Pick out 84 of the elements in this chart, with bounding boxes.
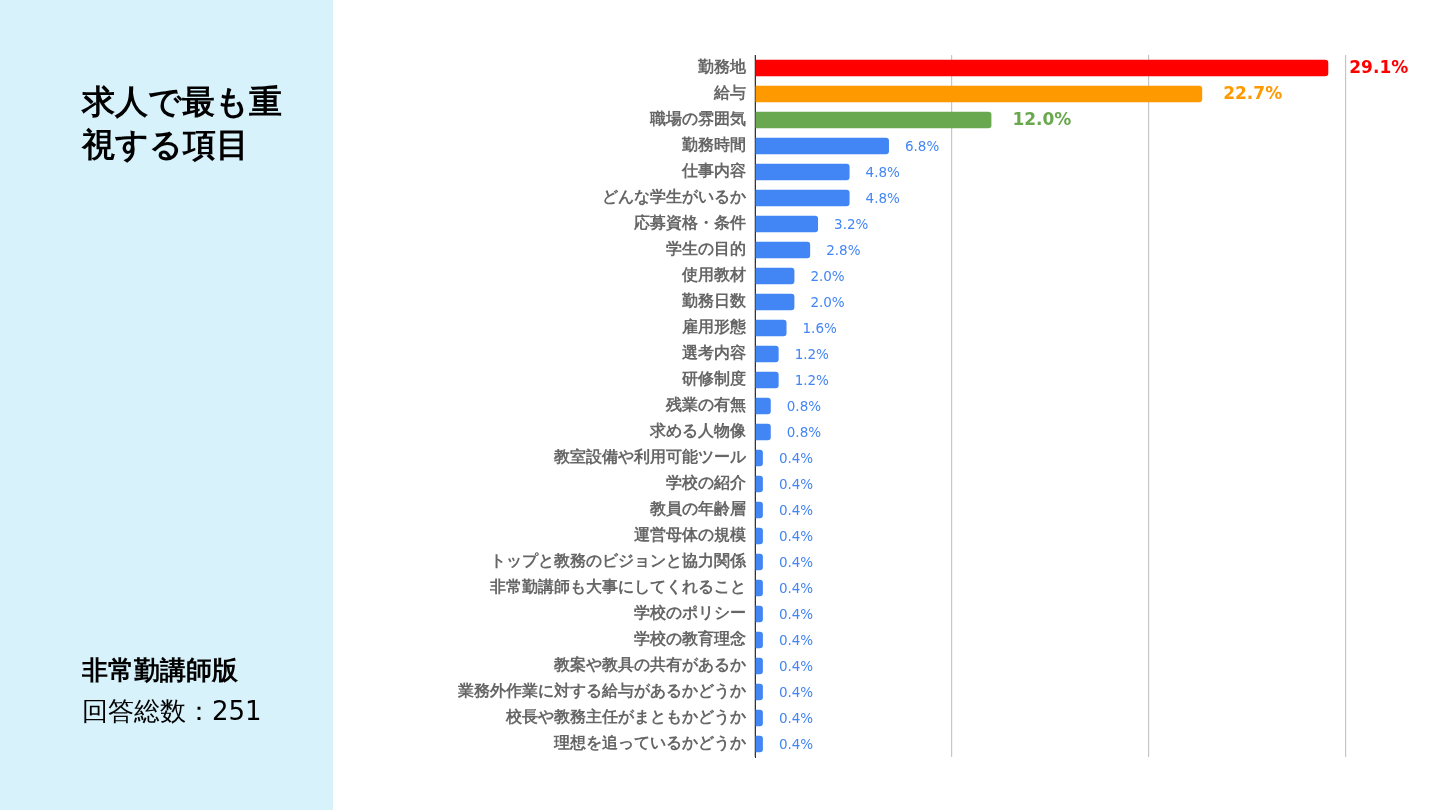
y-tick-label: 業務外作業に対する給与があるかどうか bbox=[457, 681, 747, 701]
y-tick-label: 応募資格・条件 bbox=[633, 213, 746, 233]
text: 求人で最も重視する項目 bbox=[82, 81, 283, 166]
y-tick-label: 教室設備や利用可能ツール bbox=[553, 447, 747, 467]
bar bbox=[755, 319, 787, 337]
bar bbox=[755, 397, 771, 415]
y-tick-label: 選考内容 bbox=[682, 343, 746, 363]
y-tick-label: 勤務地 bbox=[697, 57, 747, 77]
data-label: 29.1% bbox=[1349, 57, 1409, 78]
data-label: 6.8% bbox=[904, 137, 940, 154]
data-label: 0.4% bbox=[778, 631, 814, 648]
bar bbox=[755, 553, 763, 571]
y-tick-label: 職場の雰囲気 bbox=[649, 109, 746, 129]
bar bbox=[755, 241, 811, 259]
y-tick-label: トップと教務のビジョンと協力関係 bbox=[490, 551, 747, 571]
data-label: 1.6% bbox=[802, 319, 837, 336]
text: 回答総数：251 bbox=[82, 695, 262, 728]
y-tick-label: どんな学生がいるか bbox=[602, 187, 747, 207]
data-label: 4.8% bbox=[865, 189, 901, 206]
bar bbox=[755, 85, 1203, 103]
bar bbox=[755, 163, 850, 181]
y-tick-label: 運営母体の規模 bbox=[633, 525, 746, 545]
bar bbox=[755, 423, 771, 441]
y-tick-label: 学校の紹介 bbox=[666, 473, 747, 493]
bar bbox=[755, 59, 1329, 77]
y-tick-label: 教案や教具の共有があるか bbox=[553, 655, 747, 675]
data-label: 0.4% bbox=[778, 553, 814, 570]
bar bbox=[755, 137, 889, 155]
y-tick-label: 勤務時間 bbox=[681, 135, 746, 155]
y-tick-label: 教員の年齢層 bbox=[649, 499, 746, 519]
data-label: 0.4% bbox=[778, 579, 814, 596]
y-tick-label: 校長や教務主任がまともかどうか bbox=[505, 707, 747, 727]
text: 非常勤講師版 bbox=[82, 654, 238, 687]
data-label: 3.2% bbox=[834, 215, 869, 232]
data-label: 4.8% bbox=[865, 163, 901, 180]
bar bbox=[755, 449, 763, 467]
data-label: 1.2% bbox=[794, 345, 830, 362]
y-tick-label: 非常勤講師も大事にしてくれること bbox=[489, 577, 746, 597]
data-label: 2.8% bbox=[826, 241, 861, 258]
data-label: 2.0% bbox=[810, 293, 845, 310]
bar bbox=[755, 475, 763, 493]
bar bbox=[755, 111, 992, 129]
y-tick-label: 学校の教育理念 bbox=[634, 629, 746, 649]
bar bbox=[755, 605, 763, 623]
bar bbox=[755, 735, 763, 753]
bar bbox=[755, 293, 795, 311]
y-tick-label: 学校のポリシー bbox=[634, 603, 746, 623]
y-tick-label: 使用教材 bbox=[681, 265, 746, 285]
data-label: 0.4% bbox=[778, 605, 814, 622]
data-label: 22.7% bbox=[1223, 83, 1283, 104]
bar bbox=[755, 215, 819, 233]
data-label: 0.4% bbox=[778, 709, 814, 726]
data-label: 12.0% bbox=[1012, 109, 1072, 130]
y-tick-label: 給与 bbox=[713, 83, 746, 103]
data-label: 0.4% bbox=[778, 683, 814, 700]
data-label: 0.4% bbox=[778, 527, 814, 544]
data-label: 0.4% bbox=[778, 475, 814, 492]
data-label: 2.0% bbox=[810, 267, 845, 284]
bar bbox=[755, 501, 763, 519]
y-tick-label: 雇用形態 bbox=[681, 317, 747, 337]
bar bbox=[755, 267, 795, 285]
data-label: 1.2% bbox=[794, 371, 830, 388]
bar bbox=[755, 683, 763, 701]
bar bbox=[755, 527, 763, 545]
y-tick-label: 研修制度 bbox=[681, 369, 746, 389]
data-label: 0.4% bbox=[778, 735, 814, 752]
y-tick-label: 仕事内容 bbox=[681, 161, 746, 181]
data-label: 0.4% bbox=[778, 449, 814, 466]
y-tick-label: 学生の目的 bbox=[666, 239, 746, 259]
data-label: 0.8% bbox=[786, 423, 822, 440]
bar bbox=[755, 345, 779, 363]
y-tick-label: 理想を追っているかどうか bbox=[553, 733, 747, 753]
y-tick-label: 求める人物像 bbox=[649, 421, 747, 441]
bar bbox=[755, 631, 763, 649]
bar bbox=[755, 579, 763, 597]
y-tick-label: 勤務日数 bbox=[681, 291, 747, 311]
bar bbox=[755, 657, 763, 675]
data-label: 0.8% bbox=[786, 397, 822, 414]
y-tick-label: 残業の有無 bbox=[665, 395, 746, 415]
data-label: 0.4% bbox=[778, 501, 814, 518]
bar bbox=[755, 371, 779, 389]
bar bbox=[755, 189, 850, 207]
data-label: 0.4% bbox=[778, 657, 814, 674]
bar bbox=[755, 709, 763, 727]
